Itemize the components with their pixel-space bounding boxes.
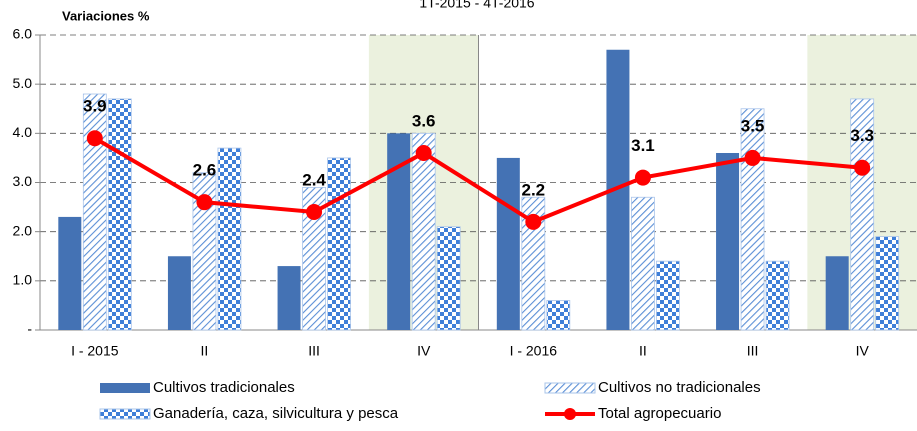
bar	[58, 216, 82, 330]
line	[93, 136, 863, 225]
data-label: 2.2	[521, 180, 545, 199]
bar	[606, 49, 630, 330]
legend-label: Cultivos tradicionales	[153, 379, 295, 396]
x-tick-label: II	[639, 343, 647, 359]
x-tick-label: III	[747, 343, 759, 359]
bar	[716, 153, 740, 330]
x-tick-label: III	[308, 343, 320, 359]
data-label: 3.1	[631, 136, 655, 155]
y-tick-label: 6.0	[13, 26, 33, 42]
x-tick-label: II	[201, 343, 209, 359]
bar	[217, 147, 242, 331]
line-marker	[744, 149, 761, 166]
bar	[496, 157, 520, 330]
x-tick-label: IV	[417, 343, 431, 359]
legend-label: Cultivos no tradicionales	[598, 379, 761, 396]
legend-swatch	[100, 383, 150, 393]
data-label: 3.3	[850, 126, 874, 145]
line-marker	[86, 130, 103, 147]
bar	[436, 226, 461, 331]
line-marker	[854, 159, 871, 176]
line-marker	[306, 204, 323, 220]
chart-title: 1T-2015 - 4T-2016	[419, 0, 534, 11]
bar	[167, 256, 191, 330]
bar	[631, 196, 655, 331]
y-tick-label: 4.0	[13, 124, 33, 140]
x-tick-label: I - 2016	[510, 343, 558, 359]
data-label: 3.6	[412, 111, 436, 130]
legend-label: Ganadería, caza, silvicultura y pesca	[153, 405, 399, 422]
bar	[82, 93, 107, 331]
bar	[740, 108, 765, 331]
bar	[327, 157, 351, 331]
line-marker	[634, 169, 651, 186]
legend-label: Total agropecuario	[598, 405, 721, 422]
y-tick-label: 1.0	[13, 272, 33, 288]
bar	[875, 236, 900, 331]
data-label: 3.9	[83, 97, 107, 116]
legend-swatch	[99, 408, 151, 420]
line-marker	[525, 213, 542, 230]
y-tick-label: 3.0	[13, 173, 33, 189]
y-tick-label: 5.0	[13, 75, 33, 91]
y-axis-label: Variaciones %	[62, 8, 150, 23]
line-marker	[196, 194, 213, 211]
bar	[765, 260, 790, 331]
x-tick-label: IV	[856, 343, 870, 359]
bar	[387, 133, 411, 330]
bar	[521, 196, 546, 331]
bar	[656, 260, 680, 331]
bar	[546, 300, 571, 331]
legend-swatch	[544, 382, 596, 394]
bar	[411, 132, 436, 331]
bar	[107, 98, 132, 331]
y-tick-label: 2.0	[13, 222, 33, 238]
bar	[192, 172, 217, 331]
line-marker	[415, 145, 432, 161]
y-tick-label: -	[27, 321, 32, 337]
data-label: 3.5	[741, 116, 765, 135]
bar	[302, 187, 326, 331]
legend-swatch	[564, 408, 576, 420]
x-tick-label: I - 2015	[71, 343, 119, 359]
data-label: 2.6	[193, 161, 217, 180]
bar	[277, 266, 301, 330]
bar	[825, 256, 849, 330]
bar	[850, 98, 875, 331]
data-label: 2.4	[302, 170, 326, 189]
